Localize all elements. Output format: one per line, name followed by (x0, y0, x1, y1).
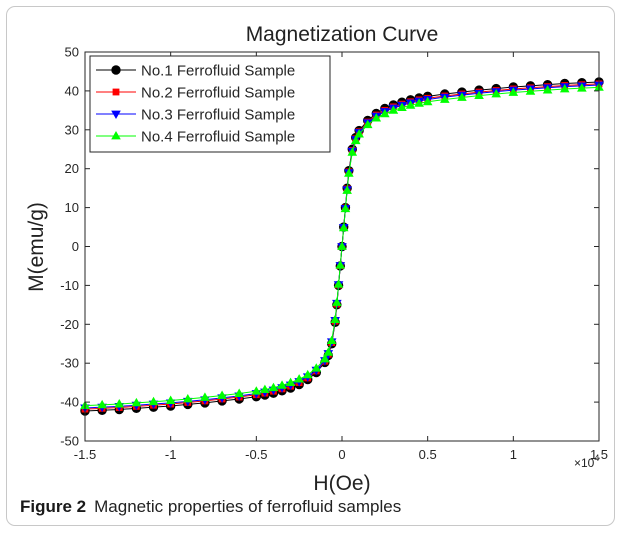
series-4-point (344, 168, 354, 177)
series-4-point (320, 353, 330, 363)
x-tick-label: -1 (165, 447, 177, 462)
legend-marker (111, 65, 121, 75)
series-4-point (251, 386, 262, 395)
series-4-point (260, 384, 270, 394)
series-4-point (337, 241, 347, 250)
series-4-point (350, 135, 361, 145)
series-4-point (268, 382, 279, 392)
series-4-point (332, 297, 342, 306)
series-4-point (330, 314, 340, 324)
series-4-point (491, 89, 501, 98)
series-4-point (342, 185, 352, 194)
series-4-point (114, 399, 125, 408)
series-4-point (165, 395, 176, 404)
series-4-point (508, 87, 519, 96)
series-4-point (397, 102, 407, 112)
series-4-point (333, 279, 344, 288)
series-4-point (302, 369, 313, 379)
series-4-point (347, 147, 358, 156)
series-4-point (371, 113, 382, 122)
series-4-point (183, 393, 193, 403)
legend-marker (111, 131, 121, 140)
y-tick-label: -20 (60, 317, 79, 332)
series-4-point (326, 335, 337, 345)
series-4-point (148, 396, 159, 406)
x-tick-label: 0.5 (419, 447, 437, 462)
x-tick-label: 0 (338, 447, 345, 462)
series-4 (80, 82, 604, 410)
y-tick-label: -50 (60, 434, 79, 449)
legend-label: No.3 Ferrofluid Sample (141, 107, 295, 124)
series-4-point (338, 222, 349, 232)
y-axis-label: M(emu/g) (25, 202, 48, 292)
y-tick-label: -30 (60, 356, 79, 371)
y-tick-label: -40 (60, 395, 79, 410)
figure-caption-label: Figure 2 (20, 497, 87, 516)
series-4-point (335, 260, 346, 269)
y-tick-label: 50 (65, 45, 79, 60)
legend-label: No.2 Ferrofluid Sample (141, 85, 295, 102)
figure-caption-text: Magnetic properties of ferrofluid sample… (94, 497, 402, 516)
x-tick-label: -1.5 (74, 447, 96, 462)
series-4-point (577, 83, 587, 92)
legend-label: No.1 Ferrofluid Sample (141, 63, 295, 80)
legend-item-2: No.2 Ferrofluid Sample (96, 85, 295, 102)
figure-caption: Figure 2 Magnetic properties of ferroflui… (20, 497, 401, 517)
series-4-point (323, 347, 334, 356)
y-tick-label: 40 (65, 83, 79, 98)
x-axis-label: H(Oe) (313, 472, 370, 495)
series-4-point (277, 380, 287, 389)
series-4-point (405, 100, 416, 109)
series-4-point (131, 397, 142, 407)
legend-item-1: No.1 Ferrofluid Sample (96, 63, 295, 80)
series-4-point (380, 108, 390, 118)
series-4-point (542, 85, 553, 94)
y-tick-label: 10 (65, 200, 79, 215)
series-4-point (440, 94, 450, 103)
y-tick-label: -10 (60, 278, 79, 293)
series-4-point (234, 388, 244, 397)
series-4-point (217, 390, 227, 399)
x-tick-label: -0.5 (245, 447, 267, 462)
series-4-point (362, 119, 373, 129)
x-tick-label: 1.5 (590, 447, 608, 462)
legend-marker (111, 110, 121, 119)
series-4-point (294, 374, 304, 383)
legend-item-3: No.3 Ferrofluid Sample (96, 107, 295, 124)
y-tick-label: 30 (65, 122, 79, 137)
series-4-point (474, 90, 484, 99)
series-4-point (422, 96, 433, 106)
series-4-point (200, 392, 210, 401)
legend-item-4: No.4 Ferrofluid Sample (96, 129, 295, 146)
y-tick-label: 0 (72, 239, 79, 254)
y-tick-label: 20 (65, 161, 79, 176)
legend-marker (112, 88, 120, 96)
series-4-point (414, 98, 424, 107)
series-4-point (388, 105, 399, 114)
series-4-point (340, 203, 351, 213)
x-tick-label: 1 (510, 447, 517, 462)
series-4-point (559, 83, 570, 93)
series-4-point (285, 377, 296, 387)
series-4-point (354, 129, 364, 138)
series-4-point (97, 399, 107, 409)
legend-label: No.4 Ferrofluid Sample (141, 129, 295, 146)
series-4-point (457, 92, 467, 101)
series-4-point (525, 86, 536, 95)
chart-title: Magnetization Curve (246, 23, 439, 46)
x-axis-exponent: ×104 (574, 453, 599, 470)
series-4-point (311, 363, 322, 372)
